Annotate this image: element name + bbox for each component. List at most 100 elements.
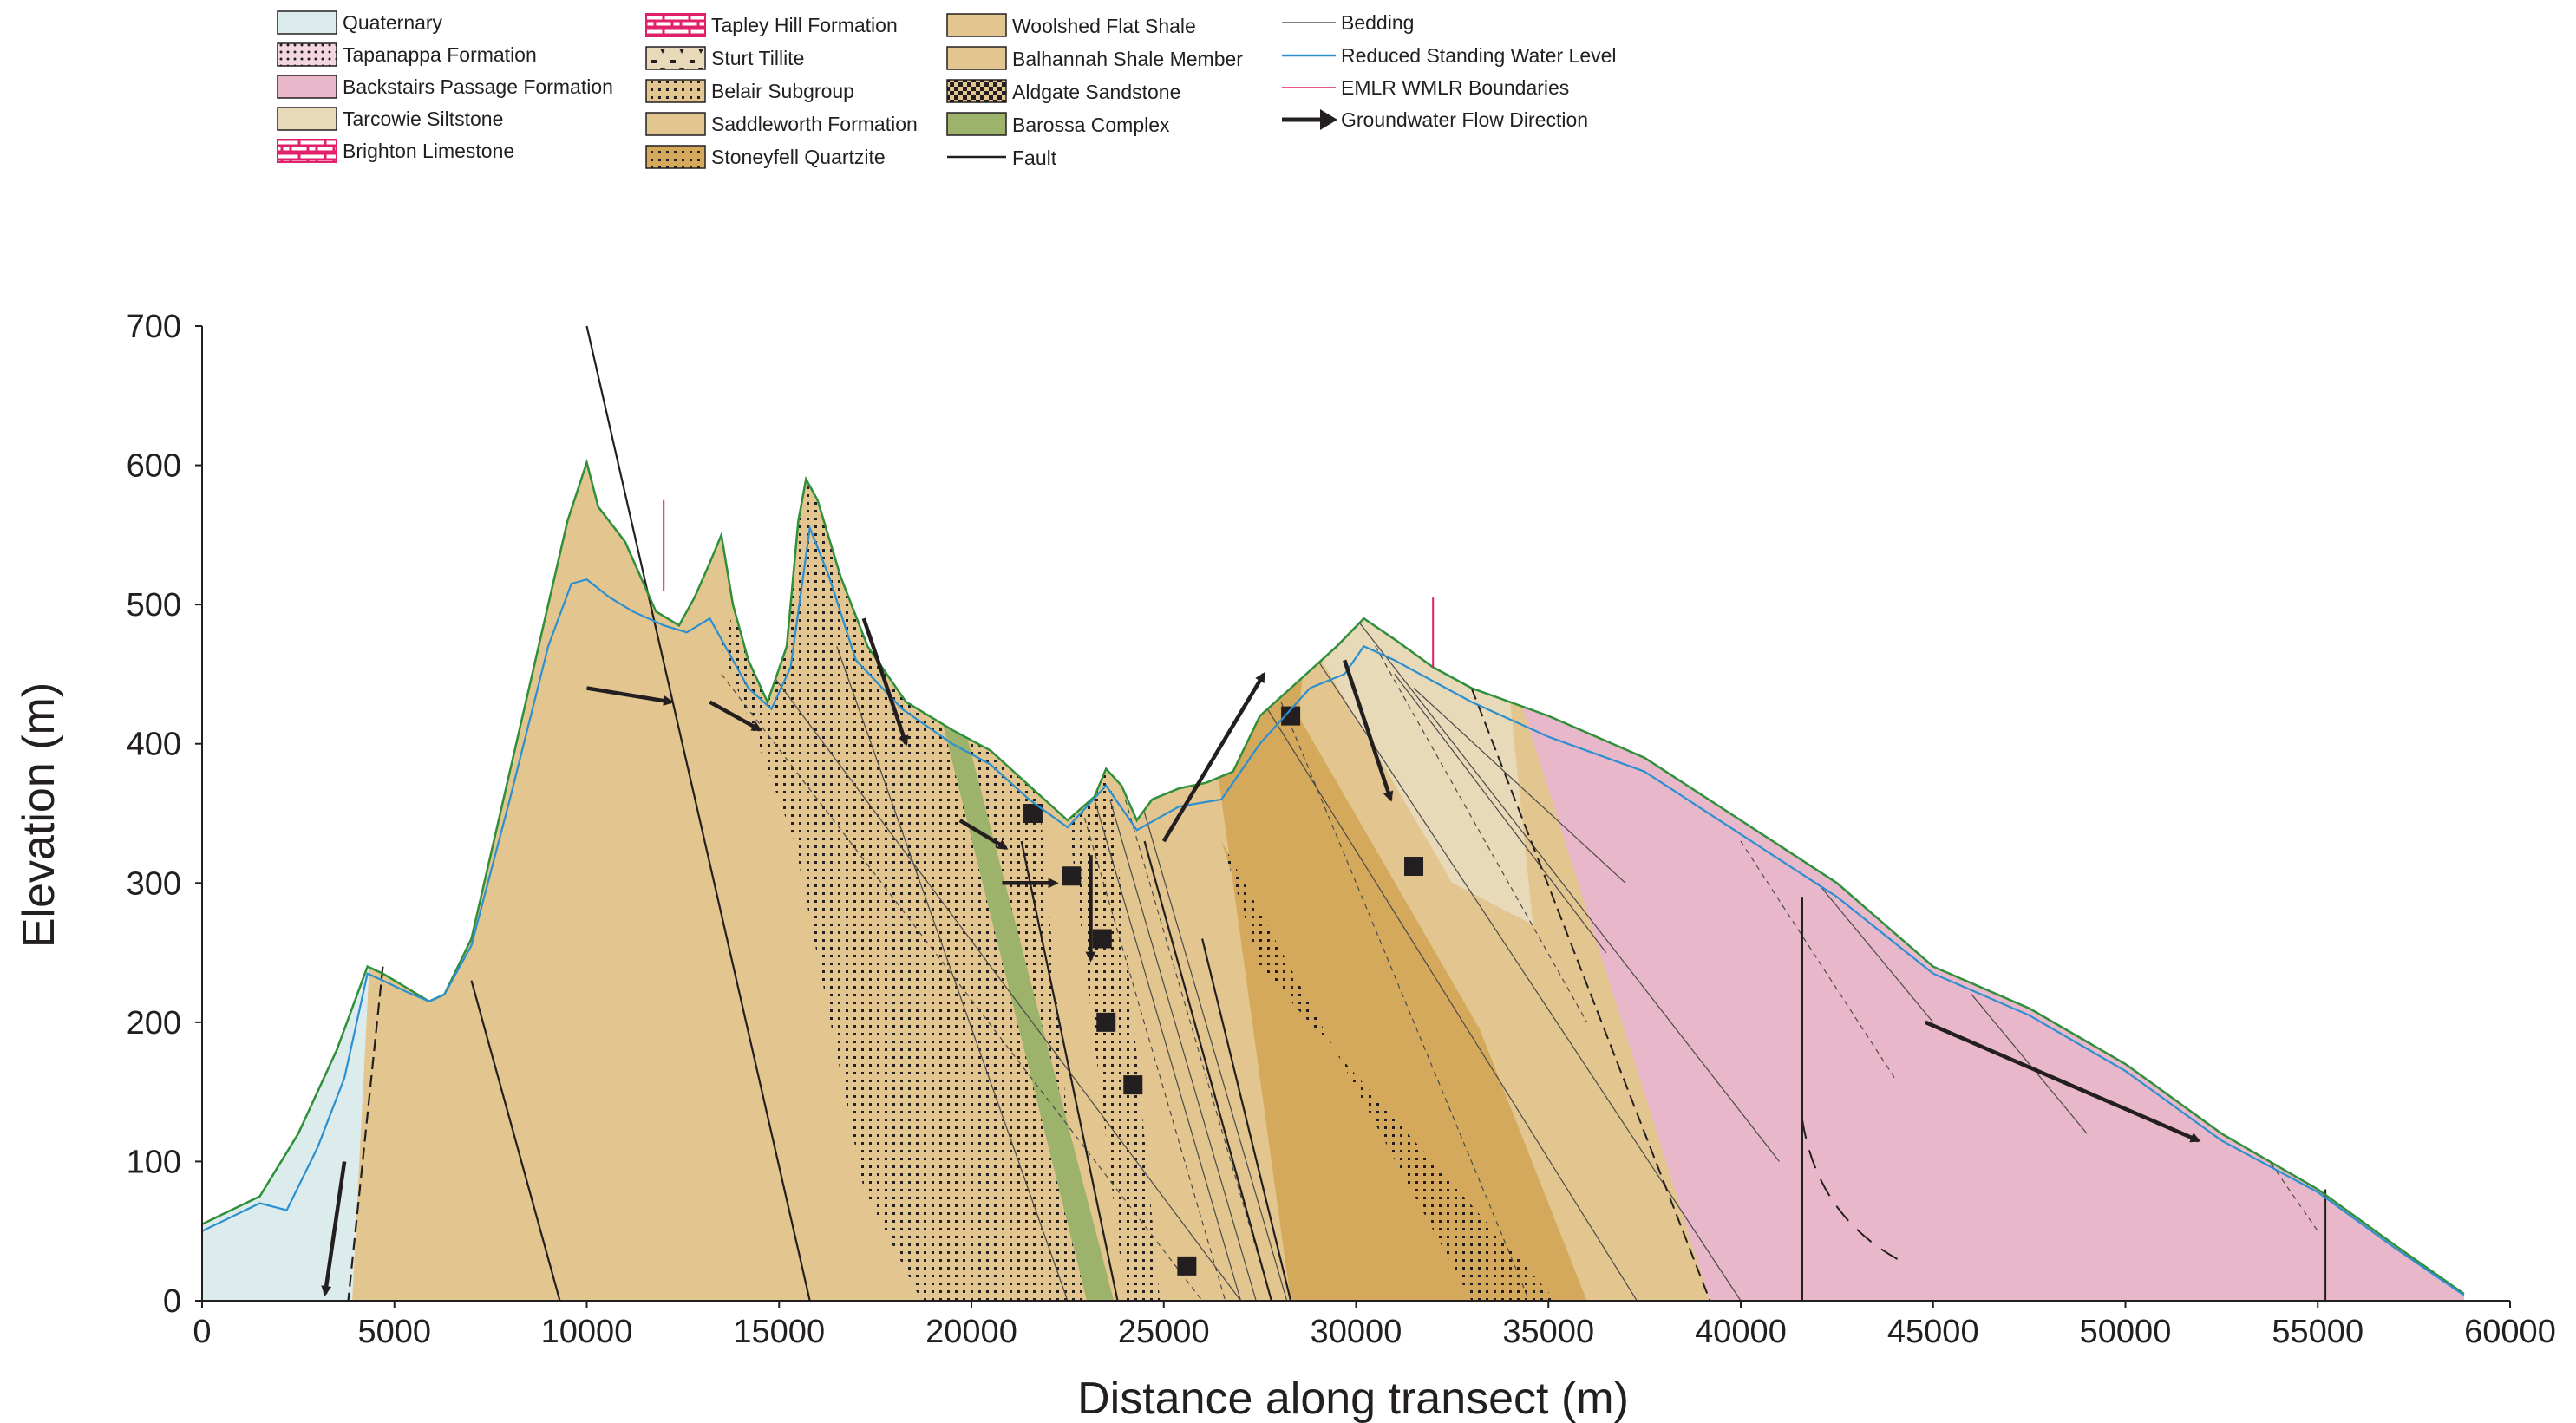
legend-label: Backstairs Passage Formation [343,75,613,98]
y-axis-title: Elevation (m) [14,682,64,948]
x-tick-label: 20000 [925,1314,1017,1350]
legend-item-tarcowie: Tarcowie Siltstone [277,107,503,131]
legend-item-fault: Fault [947,147,1057,169]
bedding-line [1375,646,1588,1023]
bedding-line [1971,994,2088,1134]
bedding-line [1124,799,1272,1301]
legend-item-barossa: Barossa Complex [946,112,1170,136]
x-tick-label: 10000 [541,1314,633,1350]
bedding-line [1201,604,1638,1301]
flow-arrow [861,617,909,747]
x-tick-label: 35000 [1502,1314,1594,1350]
legend-label: Fault [1012,147,1057,169]
y-tick-label: 300 [127,865,181,902]
legend-item-belair: Belair Subgroup [645,79,854,103]
legend-label: Saddleworth Formation [711,113,918,135]
legend-label: Belair Subgroup [711,80,854,102]
ground-surface-line [201,458,2465,1296]
block-symbol [1123,1075,1143,1095]
y-tick-label: 500 [127,587,181,623]
block-symbol [1062,866,1082,886]
fault-line [1470,688,1711,1302]
legend-item-saddleworth: Saddleworth Formation [645,112,918,136]
x-tick-label: 15000 [733,1314,825,1350]
x-tick-label: 30000 [1311,1314,1402,1350]
fault-line-dashed [1801,1119,1903,1263]
cross-section [201,325,2465,1302]
bedding-line [836,646,1069,1301]
y-tick-label: 700 [127,309,181,345]
block-symbol [1092,929,1112,949]
legend-item-tapanappa: Tapanappa Formation [277,42,537,67]
fault-line [585,325,811,1302]
fault-line [470,980,561,1302]
block-symbol [1023,804,1043,823]
legend-label: Stoneyfell Quartzite [711,146,886,168]
block-symbol [1404,857,1424,877]
legend-item-boundaries: EMLR WMLR Boundaries [1282,76,1569,99]
legend-item-tapley: Tapley Hill Formation [645,13,898,37]
unit-barossa-complex [906,577,1115,1301]
legend-label: Bedding [1341,11,1414,34]
legend-item-backstairs: Backstairs Passage Formation [277,75,613,99]
x-axis-title: Distance along transect (m) [1077,1374,1629,1423]
legend-label: Brighton Limestone [343,140,514,162]
bedding-line [1140,799,1288,1301]
legend-label: Groundwater Flow Direction [1341,108,1588,131]
bedding-line [1109,799,1257,1301]
x-tick-label: 45000 [1887,1314,1979,1350]
fault-line [347,966,384,1302]
y-tick-label: 400 [127,727,181,763]
flow-arrow [1343,659,1394,802]
legend: Quaternary Tapanappa Formation Backstair… [277,10,1617,169]
legend-label: EMLR WMLR Boundaries [1341,76,1569,99]
y-tick-label: 600 [127,448,181,485]
legend-label: Tapanappa Formation [343,43,537,66]
block-symbol [1281,706,1301,726]
legend-item-aldgate: Aldgate Sandstone [946,79,1180,103]
block-symbol [1177,1256,1197,1276]
legend-label: Woolshed Flat Shale [1012,15,1196,37]
bedding-line [1413,688,1626,884]
x-tick-label: 55000 [2272,1314,2364,1350]
axes: 0 100 200 300 400 500 600 700 0 5000 10000 15000 20… [14,309,2556,1423]
x-tick-label: 60000 [2464,1314,2556,1350]
legend-label: Quaternary [343,11,443,34]
legend-item-quaternary: Quaternary [277,10,443,35]
legend-item-brighton: Brighton Limestone [277,139,514,163]
legend-label: Sturt Tillite [711,47,804,69]
legend-label: Reduced Standing Water Level [1341,44,1617,67]
bedding-line [1317,660,1742,1301]
bedding-line [1094,799,1242,1301]
bedding-line [721,674,1203,1301]
x-tick-label: 25000 [1118,1314,1210,1350]
fault-line [1020,840,1119,1302]
x-ticks: 0 5000 10000 15000 20000 25000 30000 35000 40000… [193,1301,2556,1350]
bedding-line [2259,1147,2318,1232]
y-tick-label: 0 [163,1283,181,1320]
fault-line [1201,938,1292,1302]
legend-label: Tapley Hill Formation [711,14,898,36]
flow-arrow [586,686,675,707]
flow-arrow [709,700,762,732]
flow-arrow [958,819,1009,851]
legend-item-flow: Groundwater Flow Direction [1282,108,1588,131]
geology-units [202,462,2464,1301]
bedding-line [1394,674,1607,953]
legend-item-water: Reduced Standing Water Level [1282,44,1617,67]
x-tick-label: 0 [193,1314,211,1350]
legend-label: Aldgate Sandstone [1012,81,1180,103]
y-tick-label: 200 [127,1005,181,1041]
legend-label: Barossa Complex [1012,114,1170,136]
block-symbol [1096,1012,1116,1032]
legend-label: Balhannah Shale Member [1012,48,1243,70]
legend-item-woolshed: Woolshed Flat Shale [946,13,1196,37]
legend-item-bedding: Bedding [1282,11,1414,34]
fault-line [1143,840,1272,1302]
flow-arrow [1161,671,1265,843]
bedding-line [1356,617,1780,1162]
bedding-line [740,631,1241,1301]
legend-item-stoneyfell: Stoneyfell Quartzite [645,145,886,169]
x-tick-label: 5000 [357,1314,431,1350]
